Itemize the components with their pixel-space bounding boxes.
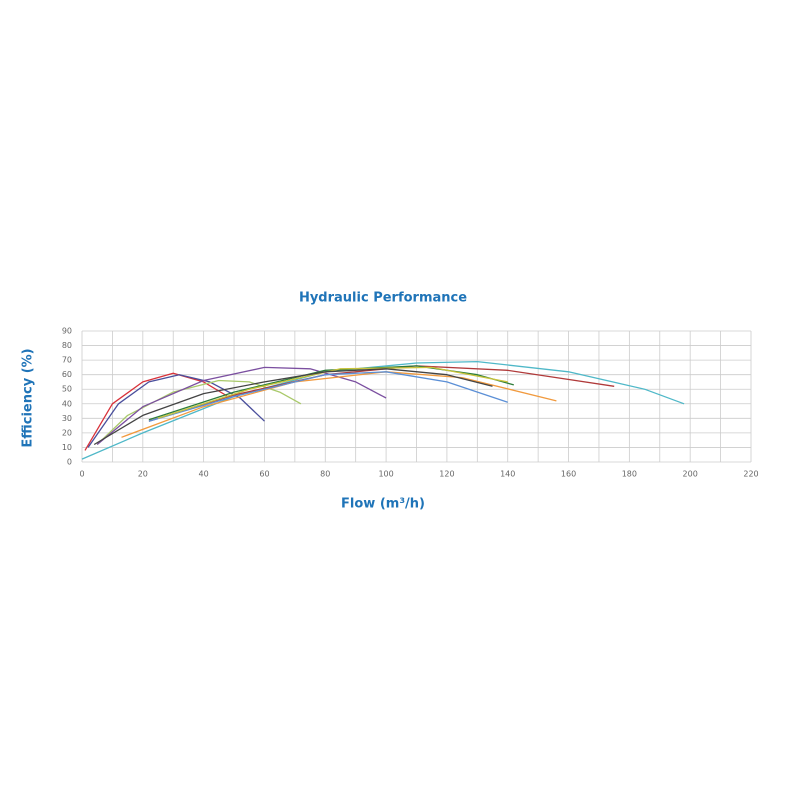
x-tick-label: 40 (199, 470, 209, 479)
x-tick-label: 80 (320, 470, 330, 479)
series-line (81, 360, 685, 460)
series-line (93, 368, 493, 446)
y-tick-label: 0 (67, 458, 72, 467)
y-axis-label: Efficiency (%) (21, 348, 36, 447)
y-tick-label: 10 (62, 443, 72, 452)
series-line (87, 374, 265, 448)
x-tick-label: 200 (683, 470, 698, 479)
series-line (148, 365, 615, 422)
x-tick-label: 120 (439, 470, 454, 479)
x-tick-label: 100 (378, 470, 393, 479)
series-line (148, 371, 508, 422)
series-line (157, 366, 508, 419)
series-line (96, 366, 387, 446)
x-tick-label: 220 (743, 470, 758, 479)
x-tick-label: 140 (500, 470, 515, 479)
x-tick-label: 180 (622, 470, 637, 479)
x-tick-label: 0 (79, 470, 84, 479)
y-tick-label: 70 (62, 356, 72, 365)
x-tick-label: 160 (561, 470, 576, 479)
x-tick-label: 60 (259, 470, 269, 479)
y-tick-label: 60 (62, 370, 72, 379)
y-tick-label: 50 (62, 385, 72, 394)
y-tick-label: 30 (62, 414, 72, 423)
y-tick-label: 80 (62, 341, 72, 350)
x-tick-label: 20 (138, 470, 148, 479)
y-tick-label: 90 (62, 327, 72, 336)
y-tick-label: 40 (62, 399, 72, 408)
chart-title: Hydraulic Performance (299, 291, 467, 306)
series-line (84, 372, 229, 451)
series-line (96, 379, 302, 445)
series-line (121, 371, 557, 438)
y-tick-label: 20 (62, 428, 72, 437)
x-axis-label: Flow (m³/h) (341, 497, 425, 512)
